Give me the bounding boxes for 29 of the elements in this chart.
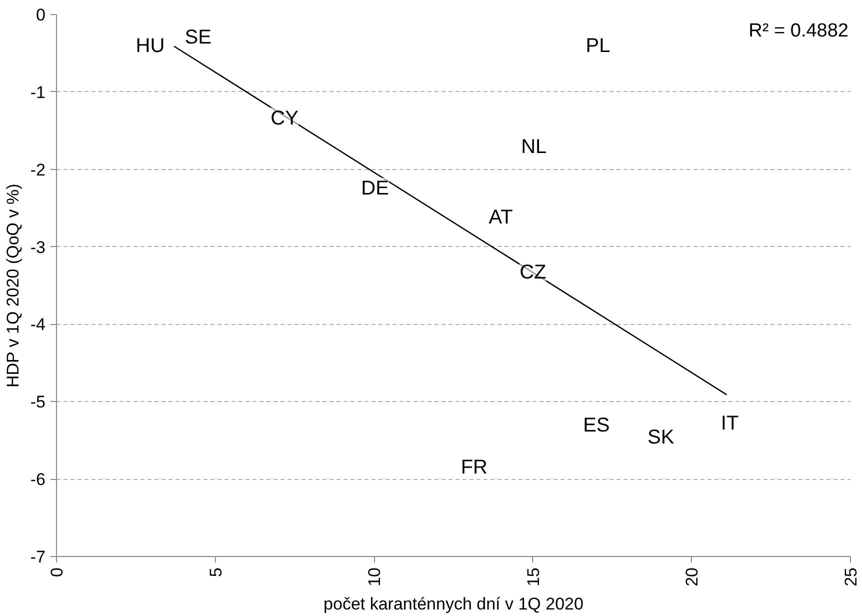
x-tick-label: 15 [524, 567, 543, 586]
x-tick-label: 10 [365, 567, 384, 586]
y-tick-label: -2 [30, 160, 46, 180]
annotation: HU [136, 35, 165, 58]
annotation: IT [720, 412, 739, 434]
y-tick-label: -4 [30, 315, 46, 334]
y-axis-title: HDP v 1Q 2020 (QoQ v %) [3, 184, 22, 388]
y-tick-label: -6 [30, 470, 46, 490]
annotation: SE [184, 26, 212, 49]
x-axis-title: počet karanténnych dní v 1Q 2020 [324, 594, 584, 614]
annotation: R² = 0.4882 [748, 20, 849, 42]
annotation: CZ [520, 261, 546, 284]
y-tick-label: -7 [30, 548, 46, 566]
annotation: ES [583, 414, 610, 437]
annotation: CY [270, 107, 298, 130]
annotation: DE [361, 178, 389, 200]
y-tick-label: -5 [30, 392, 46, 412]
annotation: NL [521, 136, 547, 158]
annotation: PL [586, 35, 610, 58]
y-tick-label: -1 [30, 82, 46, 102]
annotation: SK [648, 426, 675, 448]
annotation: AT [488, 206, 513, 228]
x-tick-label: 25 [842, 567, 860, 586]
y-tick-label: -3 [30, 238, 46, 257]
x-tick-label: 20 [682, 567, 702, 586]
y-tick-label: 0 [36, 6, 46, 24]
annotation: FR [460, 456, 488, 478]
x-tick-label: 0 [48, 567, 66, 577]
x-tick-label: 5 [206, 567, 226, 577]
